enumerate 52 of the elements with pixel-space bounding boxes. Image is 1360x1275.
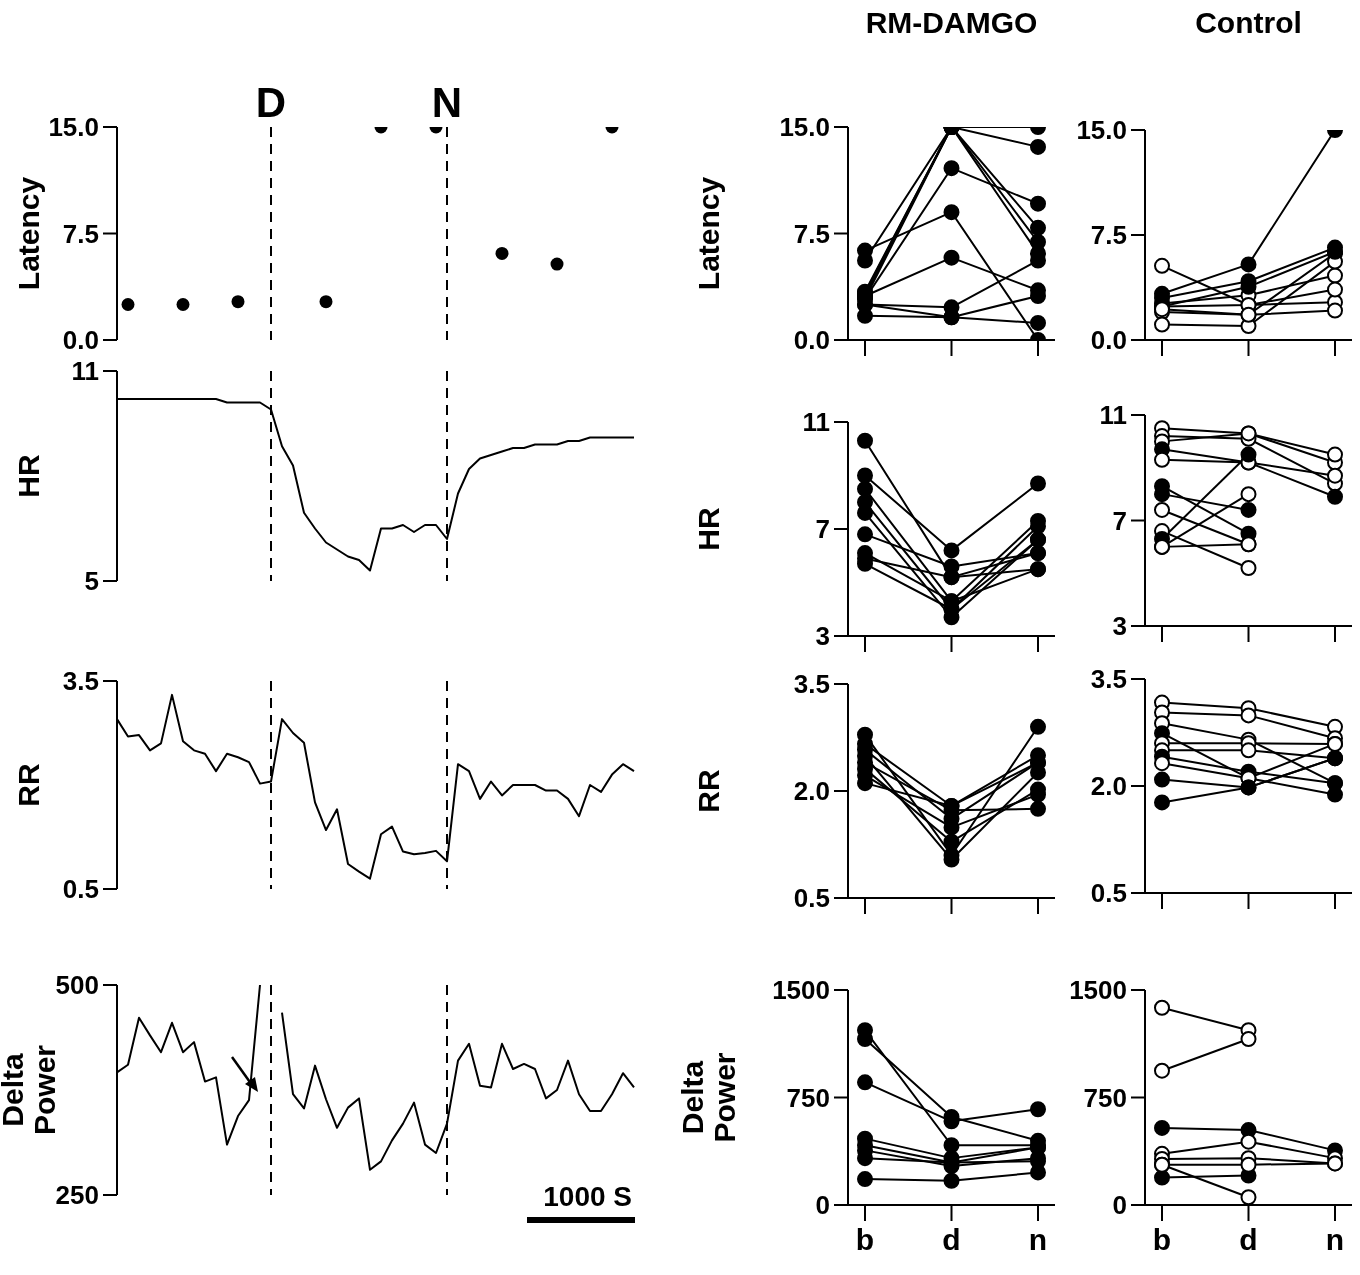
y-tick-label: 15.0 bbox=[779, 112, 830, 143]
y-tick-label: 7.5 bbox=[62, 218, 99, 249]
y-tick-label: 7.5 bbox=[793, 218, 830, 249]
y-tick-label: 1500 bbox=[772, 975, 830, 1006]
y-tick-label: 7 bbox=[1112, 505, 1127, 536]
chart-title: Control bbox=[1194, 6, 1303, 40]
y-tick-label: 5 bbox=[84, 566, 99, 597]
y-tick-label: 3.5 bbox=[1090, 664, 1127, 695]
y-axis-title: RR bbox=[691, 769, 725, 813]
x-tick-label: d bbox=[1239, 1223, 1258, 1257]
y-tick-label: 750 bbox=[786, 1082, 830, 1113]
y-axis-title: Latency bbox=[691, 176, 725, 291]
y-tick-label: 7.5 bbox=[1090, 220, 1127, 251]
y-axis-title: HR bbox=[691, 507, 725, 551]
y-axis-title: Latency bbox=[11, 176, 45, 291]
y-tick-label: 3 bbox=[815, 621, 830, 652]
y-tick-label: 3 bbox=[1112, 611, 1127, 642]
x-tick-label: b bbox=[1152, 1223, 1172, 1257]
y-tick-label: 11 bbox=[1099, 400, 1127, 431]
chart-title: RM-DAMGO bbox=[864, 6, 1039, 40]
y-tick-label: 0.5 bbox=[1090, 878, 1127, 909]
y-tick-label: 1500 bbox=[1069, 975, 1127, 1006]
y-tick-label: 0.0 bbox=[793, 325, 830, 356]
y-tick-label: 15.0 bbox=[1076, 115, 1127, 146]
y-tick-label: 250 bbox=[55, 1180, 99, 1211]
y-tick-label: 3.5 bbox=[62, 666, 99, 697]
annotation: 1000 S bbox=[542, 1181, 632, 1213]
y-axis-title: HR bbox=[11, 454, 45, 498]
x-tick-label: n bbox=[1325, 1223, 1345, 1257]
x-tick-label: b bbox=[855, 1223, 875, 1257]
y-tick-label: 11 bbox=[802, 407, 830, 438]
y-tick-label: 3.5 bbox=[793, 669, 830, 700]
y-tick-label: 2.0 bbox=[1090, 771, 1127, 802]
y-tick-label: 500 bbox=[55, 970, 99, 1001]
y-tick-label: 0.0 bbox=[62, 325, 99, 356]
x-tick-label: N bbox=[431, 79, 463, 126]
x-tick-label: D bbox=[255, 79, 287, 126]
y-tick-label: 0 bbox=[1112, 1190, 1127, 1221]
y-axis-title: RR bbox=[11, 763, 45, 807]
y-tick-label: 15.0 bbox=[48, 112, 99, 143]
y-tick-label: 0.5 bbox=[793, 883, 830, 914]
y-tick-label: 0.0 bbox=[1090, 325, 1127, 356]
y-tick-label: 11 bbox=[71, 356, 99, 387]
y-tick-label: 2.0 bbox=[793, 776, 830, 807]
x-tick-label: n bbox=[1028, 1223, 1048, 1257]
y-tick-label: 750 bbox=[1083, 1082, 1127, 1113]
y-axis-title: Delta Power bbox=[675, 1052, 741, 1143]
y-axis-title: Delta Power bbox=[0, 1044, 61, 1136]
y-tick-label: 0 bbox=[815, 1190, 830, 1221]
y-tick-label: 7 bbox=[815, 514, 830, 545]
x-tick-label: d bbox=[942, 1223, 961, 1257]
y-tick-label: 0.5 bbox=[62, 874, 99, 905]
